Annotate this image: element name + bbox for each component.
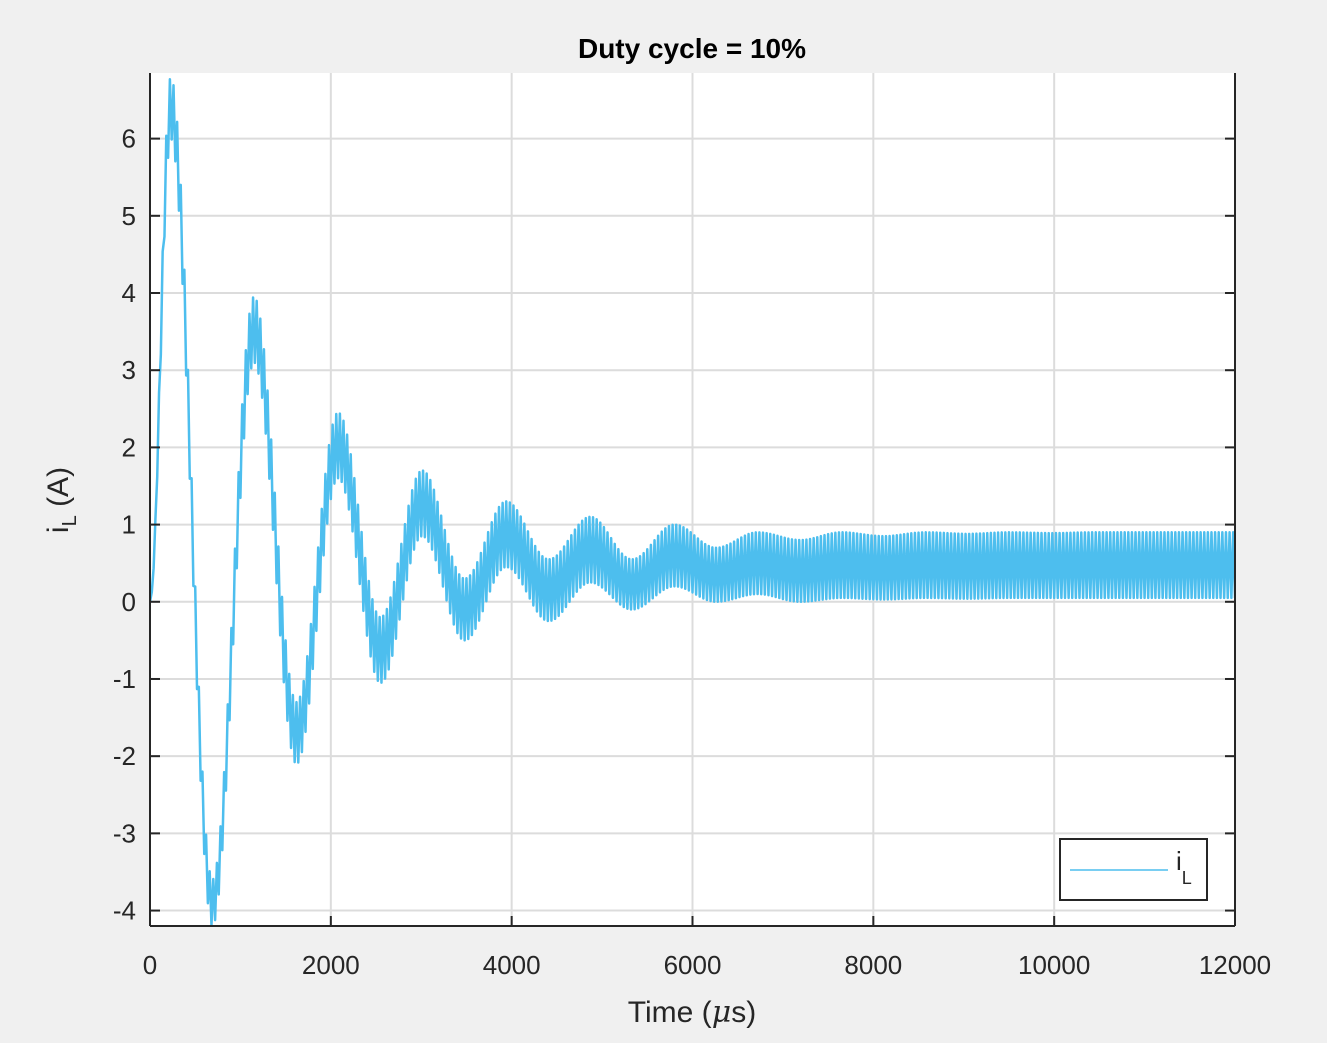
legend-label-base: i — [1176, 846, 1182, 876]
legend: iL — [1059, 838, 1208, 901]
y-tick-label: -4 — [113, 896, 136, 926]
y-axis-label-sub: L — [59, 515, 81, 526]
y-tick-label: 3 — [122, 355, 136, 385]
grid — [150, 73, 1235, 926]
x-tick-label: 2000 — [302, 950, 360, 980]
series-layer — [150, 78, 1235, 926]
chart-title: Duty cycle = 10% — [578, 33, 806, 64]
x-axis-label-unit: s) — [731, 996, 756, 1029]
y-axis-label: iL (A) — [42, 467, 81, 533]
y-tick-label: -1 — [113, 664, 136, 694]
y-tick-label: 1 — [122, 510, 136, 540]
series-line-iL — [150, 78, 1235, 926]
x-tick-label: 4000 — [483, 950, 541, 980]
y-tick-label: -2 — [113, 741, 136, 771]
y-axis-label-base: i — [42, 526, 75, 533]
y-tick-label: 2 — [122, 432, 136, 462]
legend-label-sub: L — [1182, 868, 1192, 888]
y-tick-label: 5 — [122, 201, 136, 231]
x-tick-label: 0 — [143, 950, 157, 980]
legend-label: iL — [1176, 846, 1192, 888]
y-tick-label: 6 — [122, 124, 136, 154]
y-tick-label: -3 — [113, 818, 136, 848]
x-tick-label: 8000 — [844, 950, 902, 980]
y-tick-label: 4 — [122, 278, 136, 308]
x-axis-label-main: Time ( — [628, 996, 712, 1029]
x-tick-label: 12000 — [1199, 950, 1271, 980]
x-axis-label: Time (μs) — [628, 995, 756, 1030]
x-tick-label: 10000 — [1018, 950, 1090, 980]
x-tick-label: 6000 — [664, 950, 722, 980]
ticks: 0 2000 4000 6000 8000 10000 12000 -4 -3 -2 -1 0 1 2 3 4… — [113, 124, 1271, 980]
x-axis-label-mu: μ — [712, 995, 732, 1030]
y-axis-label-unit: (A) — [42, 467, 75, 515]
y-tick-label: 0 — [122, 587, 136, 617]
